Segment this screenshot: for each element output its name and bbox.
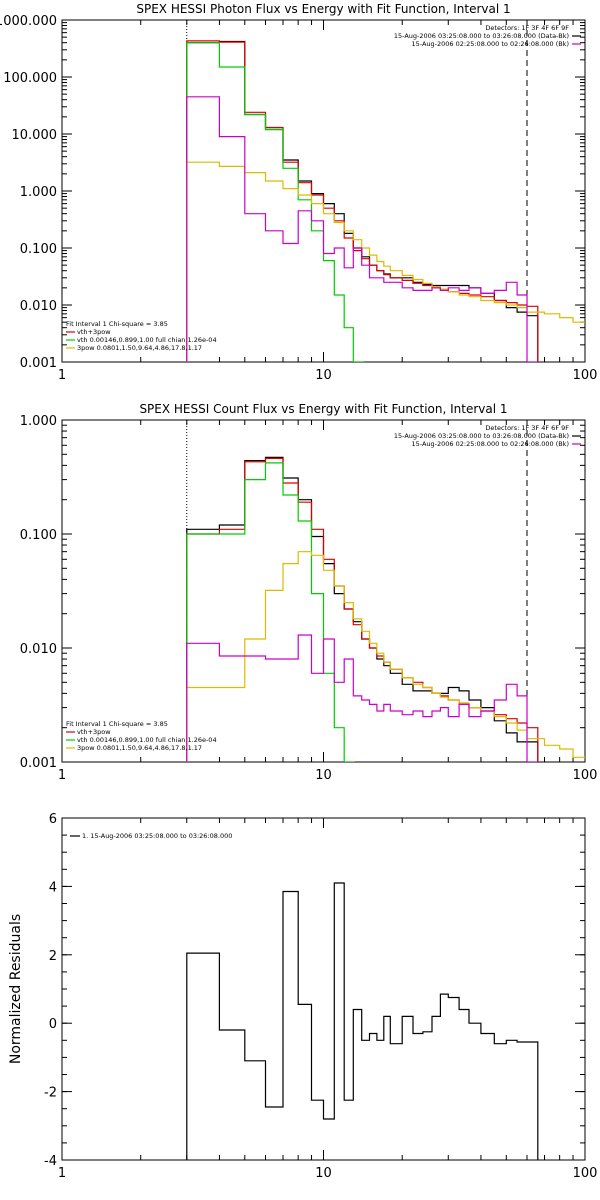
y-tick-label: 0.010 [20,642,57,657]
info-legend-line: Detectors: 1F 3F 4F 6F 9F [485,24,569,32]
series-total-2 [186,457,539,762]
series-background-5 [186,634,538,762]
fit-legend-entry: vth 0.00146,0.899,1.00 full chian 1.26e-… [77,736,217,744]
y-tick-label: 100.000 [3,71,57,86]
x-tick-label: 10 [315,368,332,383]
chart-2: SPEX HESSI Count Flux vs Energy with Fit… [20,402,598,783]
chart-title: SPEX HESSI Photon Flux vs Energy with Fi… [136,2,510,16]
y-tick-label: 1000.000 [0,14,57,29]
x-tick-label: 100 [573,1166,598,1181]
y-tick-label: 2 [49,949,57,964]
series-background-5 [186,96,538,362]
series-thermal-3 [186,42,365,362]
y-tick-label: 1.000 [20,185,57,200]
chart-3: 1 10 100 -4 -2 0 2 4 6 Normalized Residuals 1. 15-… [8,812,597,1181]
y-tick-label: 0.100 [20,528,57,543]
y-tick-label: 0.001 [20,756,57,771]
x-tick-label: 1 [58,768,66,783]
y-tick-label: 0 [49,1017,57,1032]
info-legend-line: 15-Aug-2006 02:25:08.000 to 02:26:08.000… [412,440,569,448]
fit-legend-entry: 3pow 0.0801,1.50,9.64,4.86,17.8,1.17 [77,744,202,752]
y-tick-label: 6 [49,812,57,827]
fit-legend-entry: vth 0.00146,0.899,1.00 full chian 1.26e-… [77,336,217,344]
axes-frame [61,419,586,763]
x-tick-label: 1 [58,368,66,383]
series-group [186,456,585,762]
chart-title: SPEX HESSI Count Flux vs Energy with Fit… [139,402,507,416]
series-group [186,882,539,1160]
info-legend-line: 15-Aug-2006 02:25:08.000 to 02:26:08.000… [412,40,569,48]
series-total-2 [186,40,539,362]
y-tick-label: -2 [44,1086,57,1101]
x-tick-label: 1 [58,1166,66,1181]
y-axis-label: Normalized Residuals [8,914,24,1064]
fit-legend-header: Fit Interval 1 Chi-square = 3.85 [66,720,168,728]
info-legend-line: 15-Aug-2006 03:25:08.000 to 03:26:08.000… [394,432,569,440]
legend-entry: 1. 15-Aug-2006 03:25:08.000 to 03:26:08.… [82,832,232,840]
x-tick-label: 10 [315,768,332,783]
y-tick-label: 0.010 [20,299,57,314]
info-legend-line: Detectors: 1F 3F 4F 6F 9F [485,424,569,432]
y-tick-label: 0.001 [20,356,57,371]
chart-1: SPEX HESSI Photon Flux vs Energy with Fi… [0,2,597,383]
y-tick-label: 1.000 [20,414,57,429]
y-tick-label: 10.000 [12,128,58,143]
fit-legend-header: Fit Interval 1 Chi-square = 3.85 [66,320,168,328]
series-thermal-3 [186,462,355,762]
x-tick-label: 10 [315,1166,332,1181]
x-tick-label: 100 [573,768,598,783]
info-legend-line: 15-Aug-2006 03:25:08.000 to 03:26:08.000… [394,32,569,40]
fit-legend-entry: vth+3pow [77,728,111,736]
series-data-1 [186,40,539,362]
series-group [186,40,585,362]
axes-frame [61,19,586,363]
series-line-1 [186,882,539,1160]
series-nonthermal-4 [186,161,585,362]
y-tick-label: 0.100 [20,242,57,257]
y-tick-label: 4 [49,880,57,895]
fit-legend-entry: 3pow 0.0801,1.50,9.64,4.86,17.8,1.17 [77,344,202,352]
series-data-1 [186,456,539,762]
y-tick-label: -4 [44,1154,57,1169]
fit-legend-entry: vth+3pow [77,328,111,336]
x-tick-label: 100 [573,368,598,383]
series-nonthermal-4 [186,551,585,762]
